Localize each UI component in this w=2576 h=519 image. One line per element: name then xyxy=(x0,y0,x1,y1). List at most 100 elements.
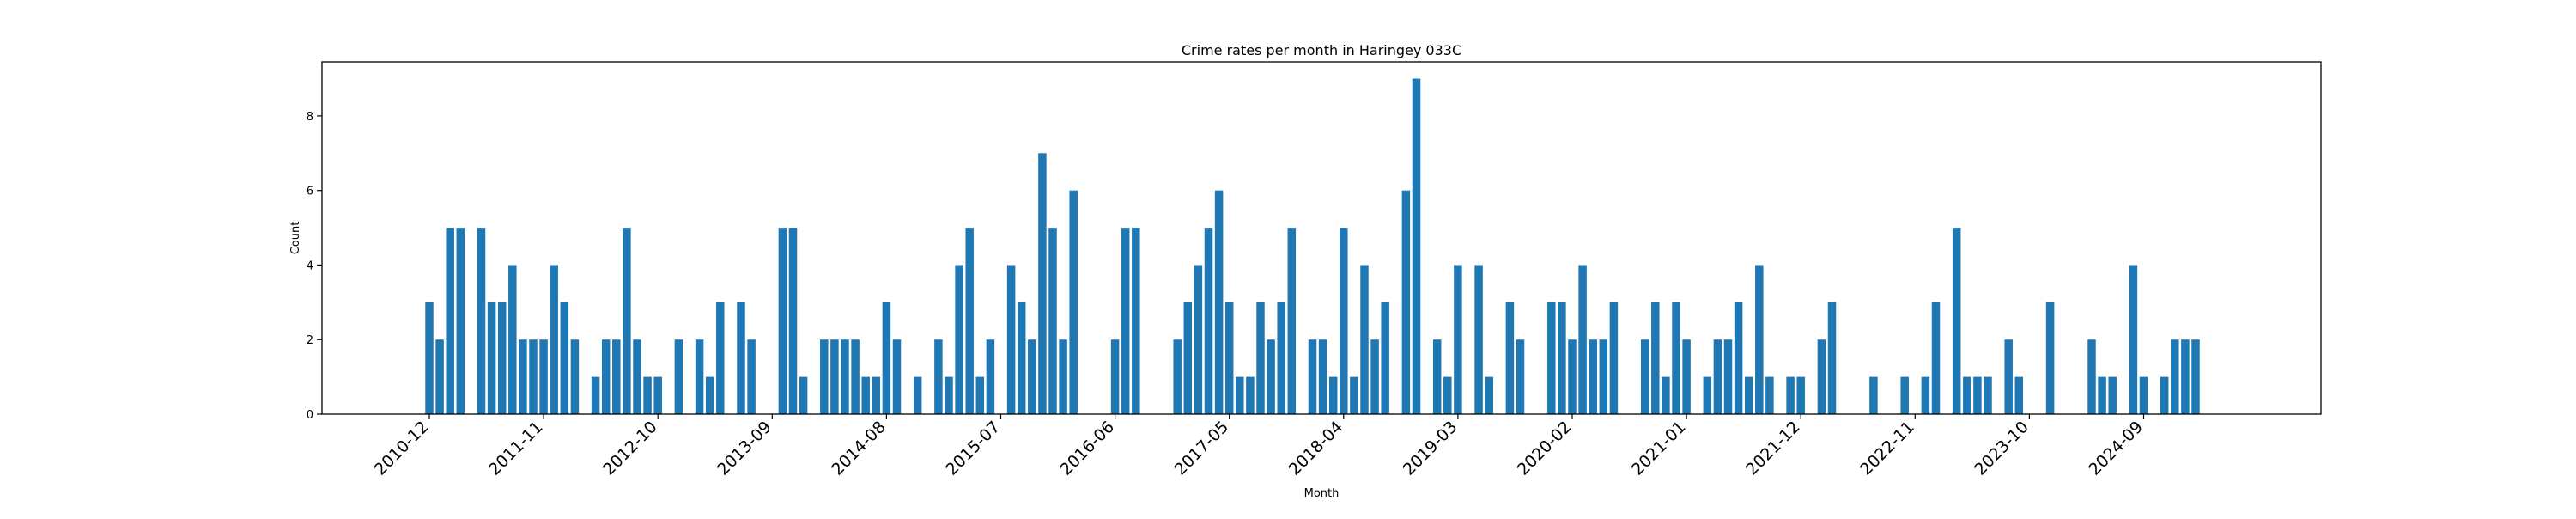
bar xyxy=(1256,302,1265,414)
bar xyxy=(851,339,860,414)
y-tick-label: 2 xyxy=(307,334,313,347)
x-tick-label: 2021-12 xyxy=(1742,418,1804,479)
bar xyxy=(497,302,507,414)
bar xyxy=(716,302,725,414)
x-tick-label: 2022-11 xyxy=(1856,418,1918,479)
y-tick-label: 4 xyxy=(307,260,313,272)
x-axis: 2010-12 2011-11 2012-10 2013-09 2014-08 2015-… xyxy=(371,414,2147,479)
bar xyxy=(1017,302,1026,414)
x-tick-label: 2015-07 xyxy=(942,418,1004,479)
bar xyxy=(986,339,995,414)
bar xyxy=(2160,376,2169,414)
bar xyxy=(820,339,829,414)
x-tick-label: 2019-03 xyxy=(1400,418,1461,479)
x-axis-label: Month xyxy=(1304,487,1340,500)
bar xyxy=(2171,339,2179,414)
bar xyxy=(1194,265,1203,414)
bar xyxy=(539,339,548,414)
bar xyxy=(2098,376,2106,414)
bar xyxy=(1755,265,1764,414)
bar xyxy=(1277,302,1285,414)
bar xyxy=(1059,339,1067,414)
chart-title: Crime rates per month in Haringey 033C xyxy=(1182,42,1461,58)
bar xyxy=(425,302,434,414)
bar xyxy=(1183,302,1193,414)
bar xyxy=(1028,339,1036,414)
bar xyxy=(1952,228,1961,414)
bar xyxy=(2139,376,2148,414)
bar xyxy=(778,228,787,414)
bar xyxy=(2045,302,2055,414)
bar xyxy=(1786,376,1795,414)
y-tick-label: 6 xyxy=(307,186,313,198)
bar xyxy=(1474,265,1483,414)
x-tick-label: 2023-10 xyxy=(1971,418,2032,479)
bar xyxy=(1796,376,1805,414)
bar xyxy=(737,302,745,414)
bar xyxy=(653,376,662,414)
bar xyxy=(695,339,704,414)
y-axis: 0 2 4 6 8 xyxy=(307,111,322,422)
bar xyxy=(2087,339,2096,414)
bar xyxy=(1827,302,1837,414)
bar xyxy=(601,339,611,414)
bar xyxy=(1006,265,1016,414)
bar xyxy=(872,376,881,414)
bar xyxy=(1318,339,1327,414)
bar xyxy=(1038,153,1047,415)
bar xyxy=(1069,190,1078,414)
bar xyxy=(1350,376,1358,414)
bar xyxy=(1287,228,1297,414)
y-axis-label: Count xyxy=(289,222,302,255)
bar xyxy=(674,339,683,414)
bar xyxy=(1214,190,1224,414)
bar xyxy=(1713,339,1722,414)
bar xyxy=(2129,265,2138,414)
bar xyxy=(591,376,600,414)
bar xyxy=(1973,376,1982,414)
bar xyxy=(529,339,538,414)
bar xyxy=(1984,376,1992,414)
x-tick-label: 2024-09 xyxy=(2085,418,2147,479)
plot-frame xyxy=(321,61,2322,415)
bar xyxy=(2108,376,2117,414)
bar xyxy=(1609,302,1619,414)
x-tick-label: 2011-11 xyxy=(485,418,547,479)
bar xyxy=(2181,339,2190,414)
bar xyxy=(1110,339,1120,414)
bar xyxy=(1412,78,1421,415)
bar xyxy=(1921,376,1930,414)
bar xyxy=(975,376,985,414)
bar xyxy=(456,228,465,414)
bar xyxy=(1900,376,1909,414)
bar xyxy=(1246,376,1255,414)
bar xyxy=(519,339,527,414)
x-tick-label: 2018-04 xyxy=(1285,418,1347,479)
bar xyxy=(1204,228,1213,414)
bar xyxy=(1817,339,1826,414)
bar xyxy=(945,376,953,414)
x-tick-label: 2010-12 xyxy=(371,418,433,479)
bar xyxy=(965,228,974,414)
bar xyxy=(508,265,517,414)
bar xyxy=(623,228,631,414)
bar xyxy=(1869,376,1878,414)
bar xyxy=(705,376,714,414)
bar xyxy=(861,376,870,414)
bar xyxy=(1723,339,1733,414)
bar xyxy=(1963,376,1971,414)
x-tick-label: 2021-01 xyxy=(1628,418,1690,479)
bar xyxy=(1734,302,1743,414)
bar xyxy=(1328,376,1338,414)
bars-group xyxy=(425,78,2200,415)
bar xyxy=(1381,302,1389,414)
y-tick-label: 0 xyxy=(307,409,313,422)
bar xyxy=(2014,376,2024,414)
x-tick-label: 2017-05 xyxy=(1171,418,1233,479)
bar xyxy=(2191,339,2200,414)
bar xyxy=(1640,339,1649,414)
bar xyxy=(1340,228,1348,414)
bar xyxy=(1765,376,1774,414)
bar xyxy=(1132,228,1140,414)
